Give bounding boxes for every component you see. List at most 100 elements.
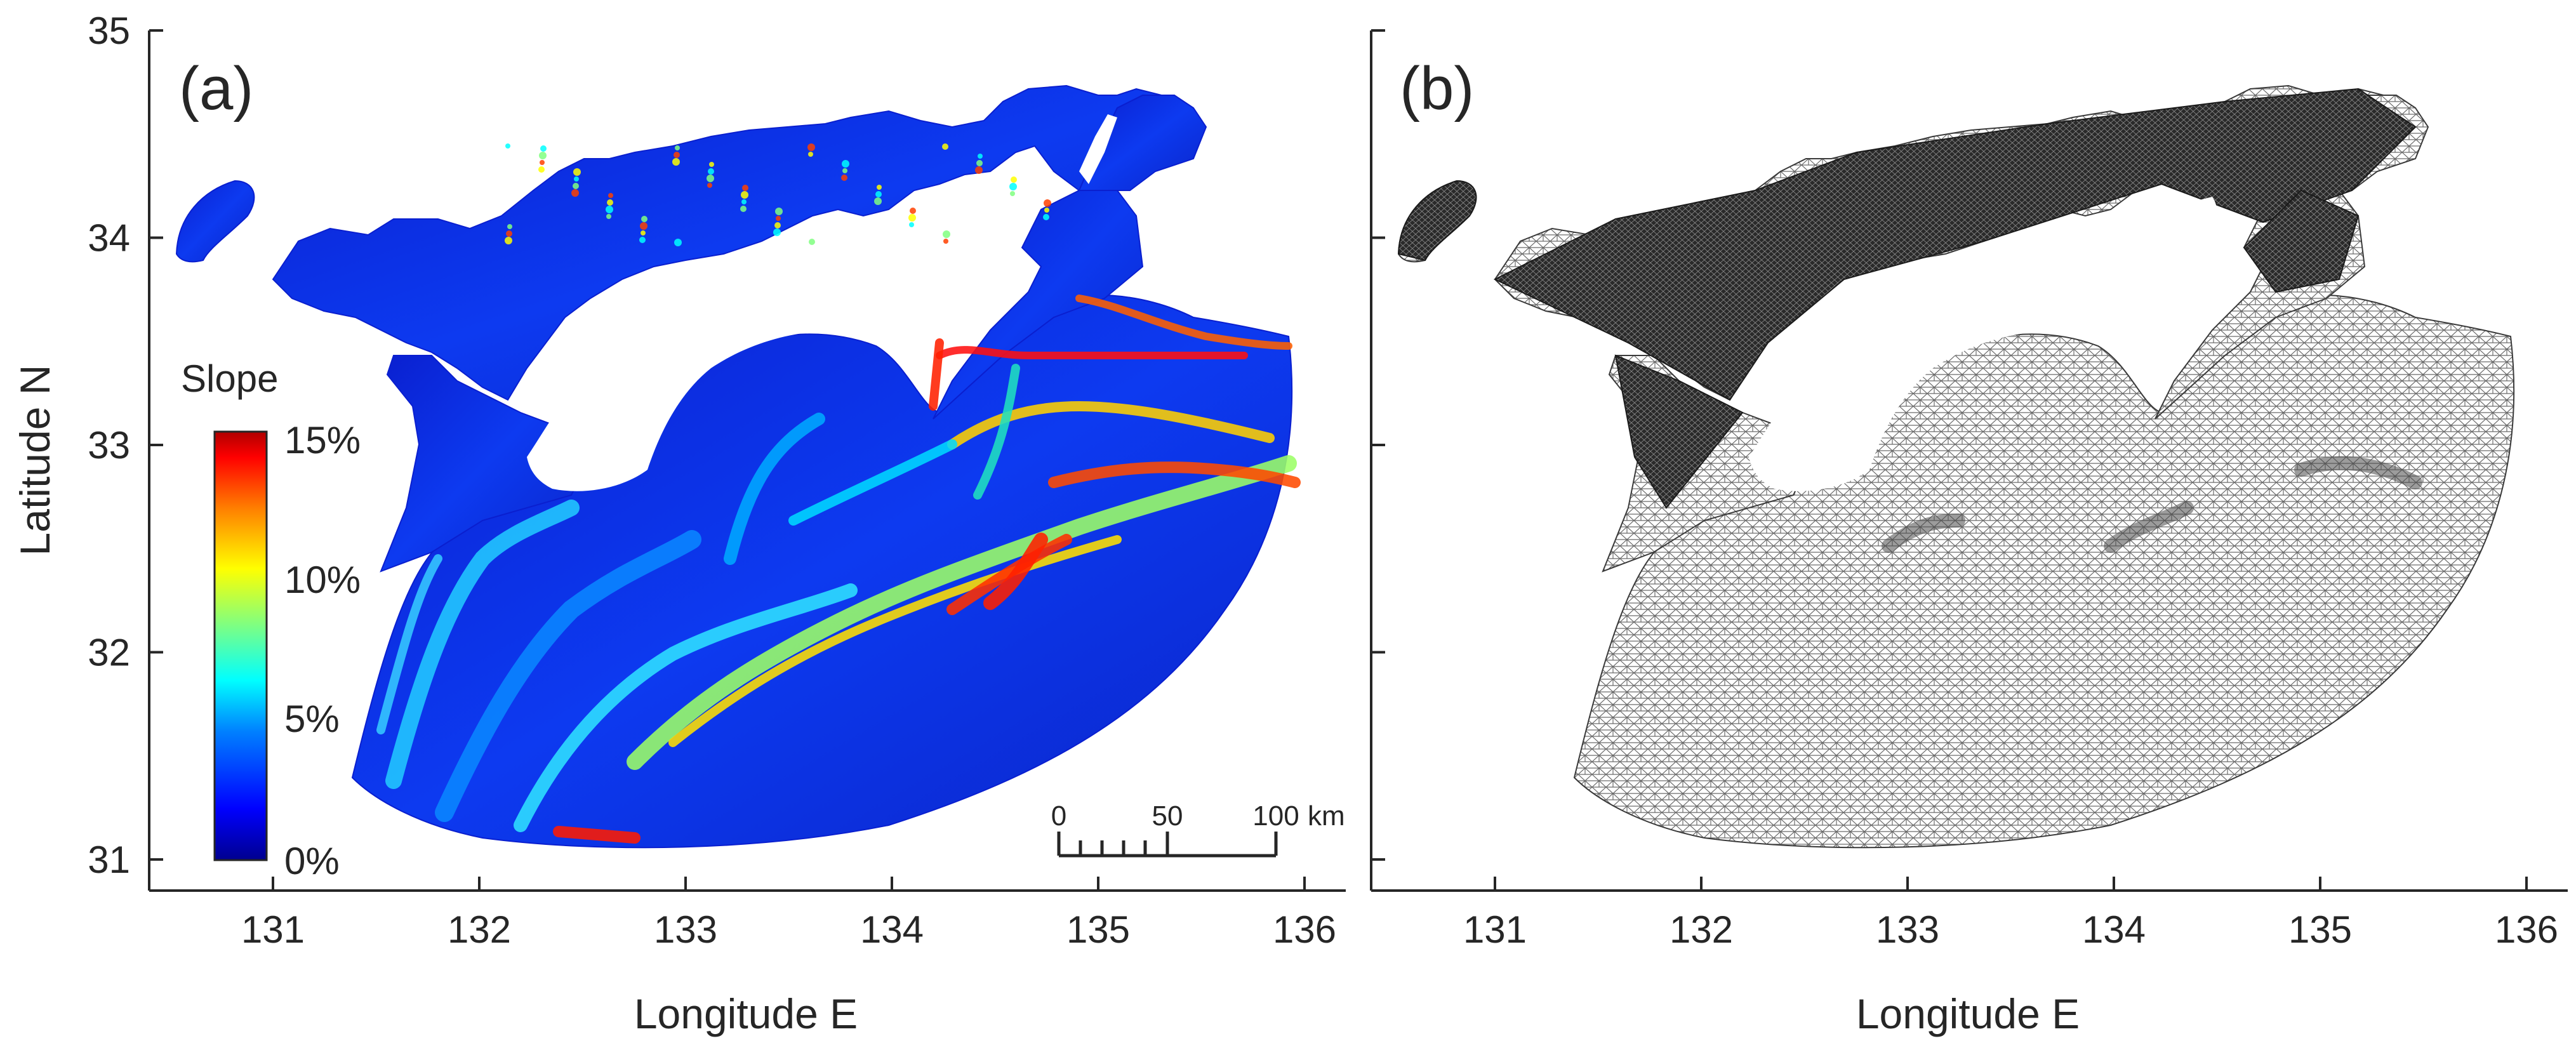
dense-mesh-region: [1397, 180, 1477, 262]
seto-slope-speckle: [807, 143, 815, 151]
dense-mesh-region: [1493, 88, 2417, 401]
seto-slope-speckle: [606, 206, 613, 213]
y-axis-title: Latitude N: [11, 365, 58, 556]
y-tick-label: 33: [88, 424, 130, 467]
seto-slope-speckle: [606, 214, 611, 219]
seto-slope-speckle: [675, 145, 680, 150]
seto-slope-speckle: [741, 199, 747, 204]
x-tick-label: 136: [2495, 908, 2558, 951]
x-tick-label: 136: [1273, 908, 1336, 951]
seto-slope-speckle: [708, 168, 714, 175]
seto-slope-speckle: [908, 214, 916, 222]
dense-mesh-region: [2243, 189, 2360, 293]
panel-label: (a): [179, 55, 253, 123]
seto-slope-speckle: [909, 222, 914, 227]
seto-slope-speckle: [773, 229, 781, 236]
seto-slope-speckle: [875, 191, 882, 197]
slope-band-hotspot: [946, 534, 1072, 615]
seto-slope-speckle: [540, 160, 545, 165]
scale-bar-label: 50: [1152, 800, 1183, 832]
seto-slope-speckle: [641, 216, 647, 222]
y-tick-label: 34: [88, 217, 130, 260]
seto-slope-speckle: [740, 206, 747, 212]
x-tick-label: 133: [654, 908, 717, 951]
seto-slope-speckle: [573, 168, 581, 176]
seto-slope-speckle: [841, 175, 847, 181]
slope-colorbar: Slope 15% 10% 5% 0%: [181, 357, 361, 882]
seto-slope-speckle: [607, 199, 613, 206]
seto-slope-speckle: [707, 175, 714, 182]
seto-slope-speckle: [874, 197, 882, 205]
x-tick-label: 131: [1463, 908, 1527, 951]
colorbar-gradient: [213, 430, 268, 861]
land-shikoku: [1749, 197, 2218, 491]
y-tick-label: 35: [88, 10, 130, 52]
mesh-map: [1397, 84, 2515, 849]
slope-band: [724, 413, 825, 565]
seto-slope-speckle: [640, 222, 647, 230]
seto-slope-speckle: [639, 237, 646, 243]
slope-band: [668, 535, 1122, 747]
seto-slope-speckle: [674, 239, 682, 246]
seto-slope-speckle: [1044, 208, 1049, 213]
seto-slope-speckle: [774, 222, 781, 229]
slope-band: [929, 338, 944, 411]
seto-slope-speckle: [707, 183, 712, 188]
seto-slope-speckle: [976, 160, 983, 166]
seto-slope-speckle: [505, 143, 510, 149]
slope-band: [788, 439, 957, 526]
x-tick-label: 134: [860, 908, 924, 951]
seto-slope-speckle: [808, 152, 813, 157]
panel-a-slope-map: Slope 15% 10% 5% 0% 0 50 100 km (a) 131 1…: [11, 10, 1346, 1037]
scale-bar-label: 100: [1252, 800, 1299, 832]
slope-band: [947, 401, 1275, 449]
colorbar-tick-label: 5%: [284, 698, 340, 740]
x-axis-title: Longitude E: [634, 990, 858, 1037]
land-awaji: [1079, 114, 1117, 184]
slope-band: [435, 530, 701, 822]
panel-b-axes: 131 132 133 134 135 136: [1370, 29, 2568, 951]
seto-slope-speckle: [539, 152, 547, 159]
slope-band: [376, 554, 442, 734]
x-axis-title: Longitude E: [1856, 990, 2080, 1037]
x-tick-label: 135: [1066, 908, 1130, 951]
refined-mesh-band: [1882, 514, 1965, 553]
seto-slope-speckle: [1043, 214, 1049, 220]
panel-b-mesh-map: (b) 131 132 133 134 135 136 Longitude E: [1370, 29, 2568, 1037]
scale-bar-unit: km: [1308, 800, 1345, 832]
panel-label: (b): [1400, 55, 1474, 123]
slope-band: [514, 583, 858, 832]
seto-slope-speckle: [571, 189, 579, 197]
seto-slope-speckle: [942, 143, 948, 150]
refined-mesh-band: [2104, 501, 2194, 553]
seto-slope-speckle: [975, 166, 983, 174]
slope-band-shelf-edge: [936, 346, 1248, 360]
sea-region-western-bay: [175, 180, 255, 263]
refined-mesh-band: [2294, 456, 2422, 489]
seto-slope-speckle: [978, 154, 983, 159]
seto-slope-speckle: [775, 208, 783, 215]
colorbar-title: Slope: [181, 357, 278, 400]
seto-slope-speckle: [674, 152, 680, 158]
seto-slope-speckle: [742, 185, 748, 191]
seto-slope-speckle: [1010, 191, 1015, 196]
x-tick-label: 132: [448, 908, 511, 951]
slope-band: [983, 533, 1048, 610]
seto-slope-speckle: [1009, 183, 1017, 190]
slope-band-west-shelf: [385, 500, 580, 789]
dense-mesh-region: [1614, 354, 1744, 509]
seto-slope-speckle: [943, 230, 950, 238]
seto-slope-speckle: [574, 176, 579, 182]
seto-slope-speckle: [573, 183, 579, 189]
seto-slope-speckle: [842, 168, 847, 173]
seto-slope-speckle: [741, 191, 748, 199]
x-tick-label: 131: [241, 908, 305, 951]
seto-slope-speckle: [842, 160, 849, 168]
seto-slope-speckle: [506, 230, 512, 237]
scale-bar-ticks: [1057, 832, 1278, 856]
seto-slope-speckle: [1044, 199, 1051, 207]
x-tick-label: 132: [1670, 908, 1733, 951]
seto-slope-speckle: [776, 216, 781, 221]
seto-slope-speckle: [505, 237, 512, 244]
